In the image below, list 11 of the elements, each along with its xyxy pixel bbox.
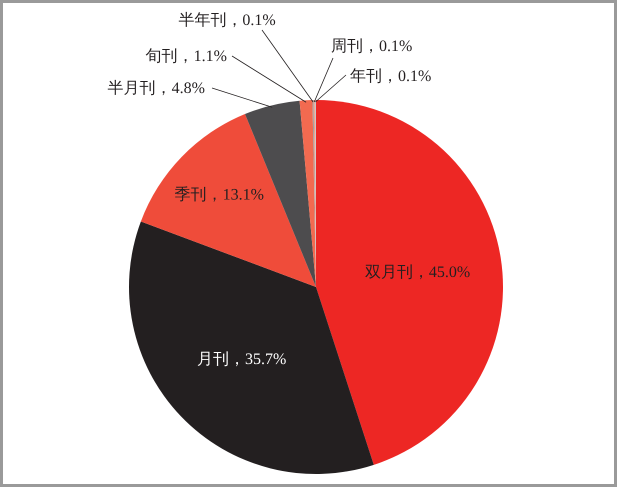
slice-label: 季刊，13.1% xyxy=(174,185,264,204)
pie-slice xyxy=(300,100,316,287)
slice-label: 半月刊，4.8% xyxy=(108,79,205,97)
slice-label: 双月刊，45.0% xyxy=(364,264,470,281)
pie-slice xyxy=(316,100,503,465)
slice-label: 年刊，0.1% xyxy=(350,68,432,85)
slice-label: 月刊，35.7% xyxy=(197,351,286,368)
pie-slice xyxy=(140,114,316,287)
slice-label: 半年刊，0.1% xyxy=(178,11,276,29)
slice-label: 周刊，0.1% xyxy=(331,38,412,55)
slice-label: 旬刊，1.1% xyxy=(146,48,227,65)
